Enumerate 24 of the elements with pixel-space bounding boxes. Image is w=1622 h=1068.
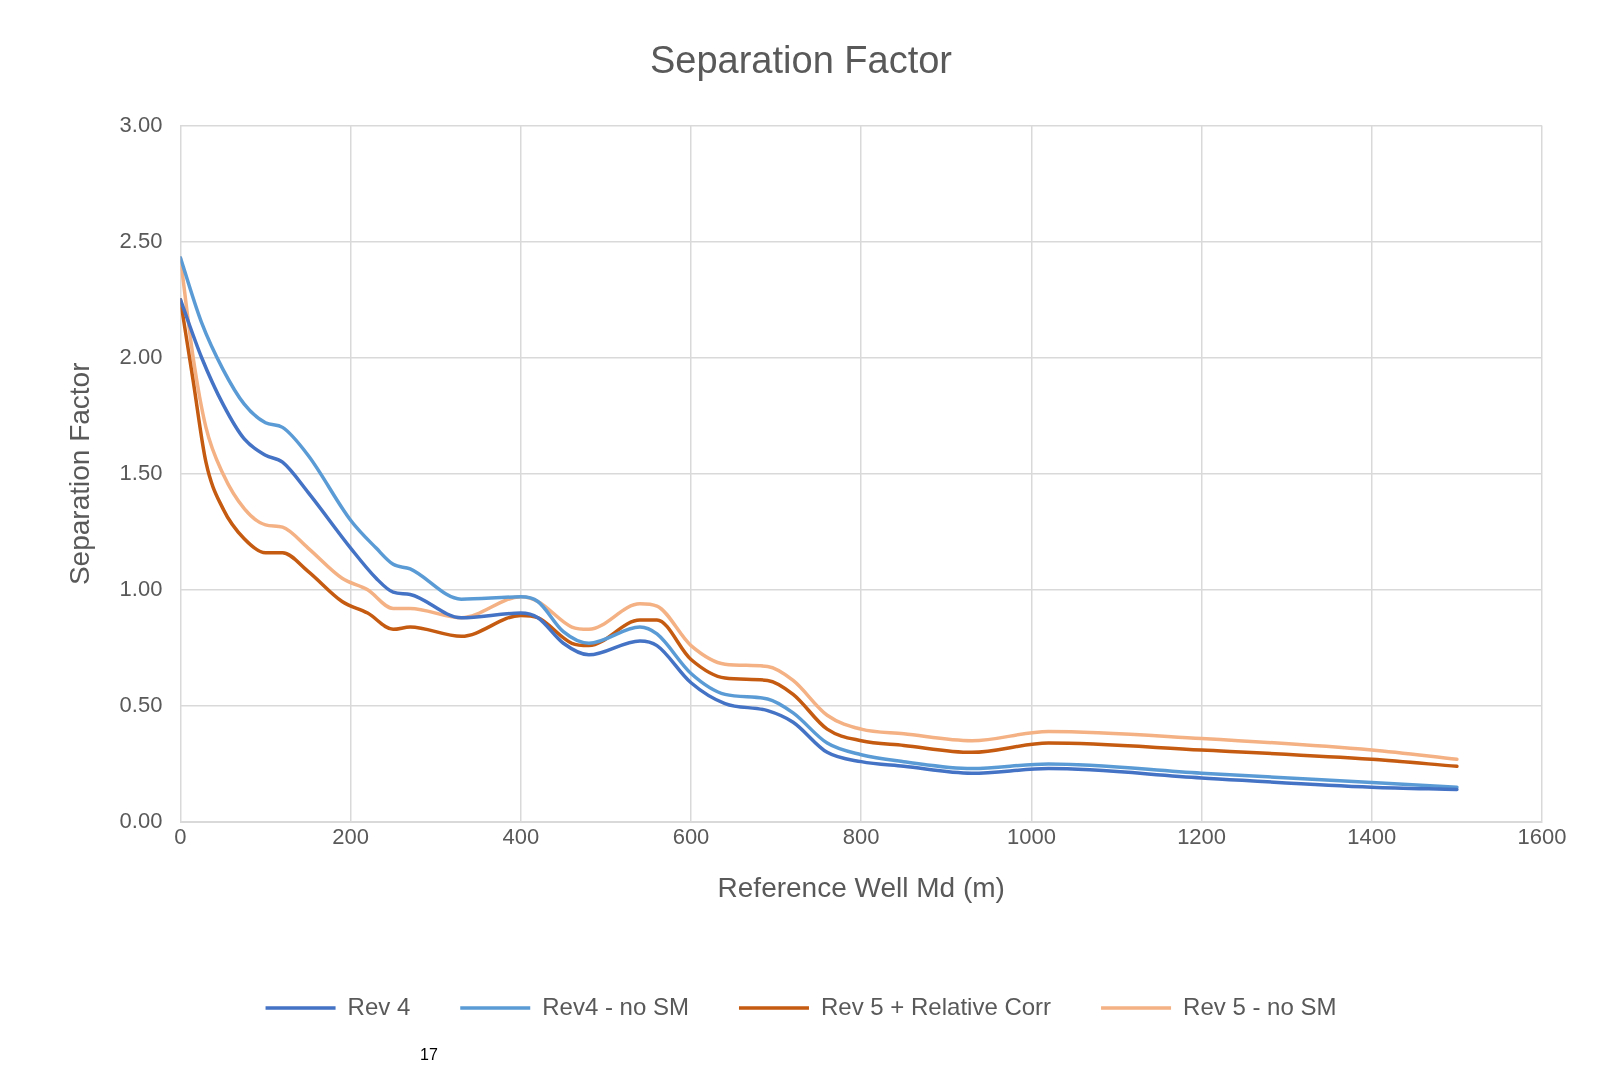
y-tick-label: 3.00 bbox=[119, 111, 163, 137]
x-tick-label: 800 bbox=[842, 824, 880, 850]
x-tick-label: 1000 bbox=[1006, 824, 1056, 850]
x-tick-label: 200 bbox=[332, 824, 369, 850]
x-tick-label: 600 bbox=[672, 824, 710, 850]
y-tick-label: 2.00 bbox=[119, 343, 163, 369]
x-tick-label: 0 bbox=[174, 824, 187, 850]
legend-label: Rev 4 bbox=[347, 992, 411, 1020]
legend-label: Rev 5 + Relative Corr bbox=[820, 992, 1052, 1020]
y-tick-label: 2.50 bbox=[119, 227, 163, 253]
x-tick-label: 1200 bbox=[1177, 824, 1227, 850]
legend-label: Rev 5 - no SM bbox=[1183, 992, 1337, 1020]
x-tick-label: 1400 bbox=[1347, 824, 1397, 850]
chart-title: Separation Factor bbox=[649, 39, 953, 82]
y-tick-label: 0.00 bbox=[119, 808, 163, 834]
y-axis-title: Separation Factor bbox=[63, 362, 95, 586]
y-tick-label: 1.00 bbox=[119, 575, 163, 601]
y-tick-label: 1.50 bbox=[119, 459, 163, 485]
x-tick-label: 1600 bbox=[1517, 824, 1567, 850]
x-tick-label: 400 bbox=[502, 824, 540, 850]
y-tick-label: 0.50 bbox=[119, 692, 163, 717]
x-axis-title: Reference Well Md (m) bbox=[717, 871, 1005, 903]
text: 17 bbox=[420, 1046, 438, 1064]
legend-label: Rev4 - no SM bbox=[542, 992, 689, 1020]
